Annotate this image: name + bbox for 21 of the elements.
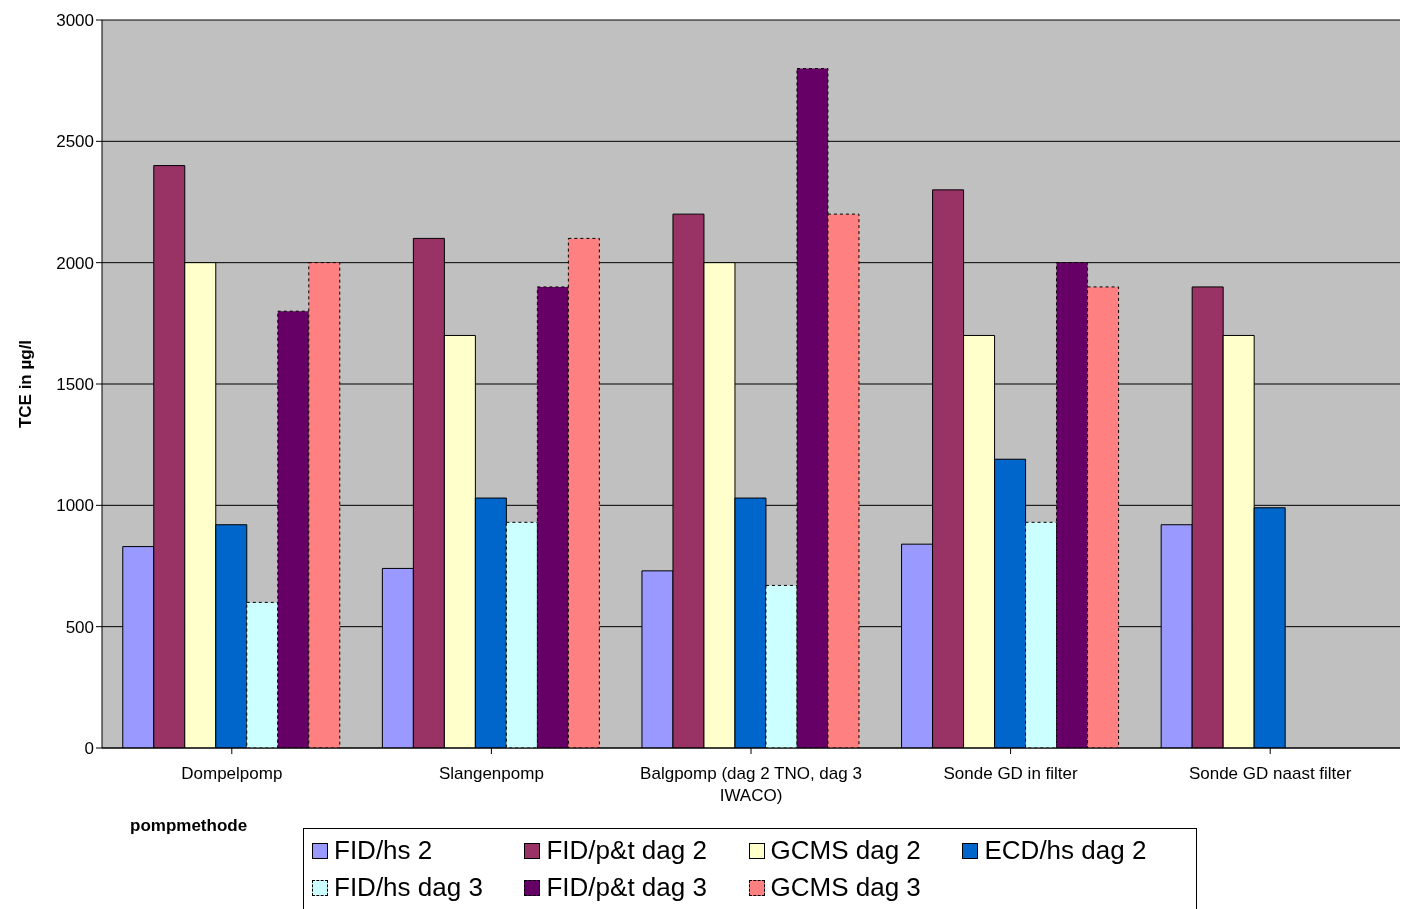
legend-label: FID/p&t dag 3 [546, 872, 707, 903]
y-tick-label: 0 [84, 739, 94, 759]
legend-label: GCMS dag 2 [770, 835, 921, 866]
y-tick-label: 500 [65, 617, 94, 637]
x-tick-label: Sonde GD in filter [943, 764, 1079, 783]
y-axis-title: TCE in µg/l [16, 339, 36, 429]
x-tick-label: Slangenpomp [438, 764, 544, 783]
y-tick-label: 2000 [56, 253, 94, 273]
legend-label: GCMS dag 3 [770, 872, 921, 903]
x-axis-title: pompmethode [130, 816, 248, 836]
y-tick-label: 1000 [56, 496, 94, 516]
legend-label: ECD/hs dag 2 [984, 835, 1147, 866]
x-tick-label: Dompelpomp [181, 764, 283, 783]
legend-label: FID/hs dag 3 [334, 872, 483, 903]
legend-label: FID/hs 2 [334, 835, 433, 866]
x-tick-label: Sonde GD naast filter [1188, 764, 1352, 783]
y-tick-label: 3000 [56, 11, 94, 31]
legend-label: FID/p&t dag 2 [546, 835, 707, 866]
y-tick-label: 2500 [56, 132, 94, 152]
x-tick-label: Balgpomp (dag 2 TNO, dag 3 IWACO) [640, 764, 862, 805]
y-tick-label: 1500 [56, 375, 94, 395]
